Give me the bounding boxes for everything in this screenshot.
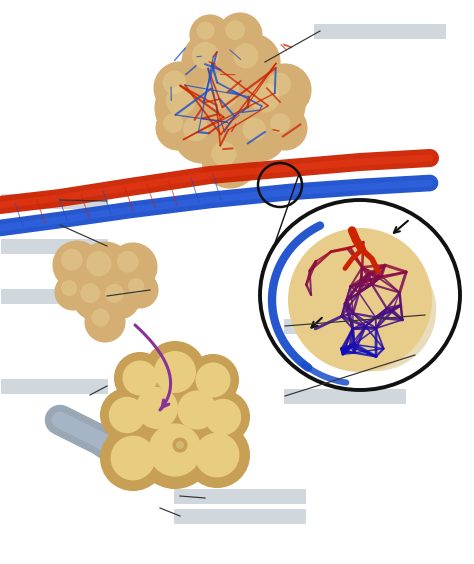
FancyBboxPatch shape (284, 319, 406, 334)
Circle shape (166, 86, 196, 116)
Circle shape (117, 251, 138, 272)
Circle shape (86, 251, 111, 276)
Circle shape (233, 43, 258, 68)
Circle shape (288, 228, 432, 372)
Circle shape (250, 83, 280, 113)
Circle shape (156, 106, 200, 150)
Circle shape (105, 284, 124, 303)
Circle shape (80, 283, 100, 303)
FancyBboxPatch shape (314, 24, 446, 39)
Circle shape (163, 113, 183, 133)
Circle shape (203, 73, 239, 109)
Circle shape (197, 21, 215, 39)
Circle shape (155, 75, 221, 141)
Circle shape (218, 13, 262, 57)
Circle shape (173, 438, 187, 452)
Circle shape (190, 15, 230, 55)
Circle shape (190, 60, 270, 140)
Circle shape (202, 132, 258, 188)
Circle shape (128, 278, 144, 294)
Circle shape (185, 423, 249, 487)
Circle shape (243, 117, 266, 141)
Circle shape (127, 378, 187, 438)
Circle shape (211, 141, 237, 166)
Circle shape (137, 412, 213, 488)
Circle shape (73, 276, 117, 320)
FancyBboxPatch shape (174, 489, 306, 504)
FancyBboxPatch shape (1, 379, 108, 394)
FancyBboxPatch shape (1, 239, 108, 254)
Circle shape (122, 272, 158, 308)
Circle shape (188, 355, 238, 405)
Circle shape (263, 106, 307, 150)
Circle shape (110, 435, 155, 481)
Circle shape (136, 387, 178, 429)
Circle shape (145, 342, 205, 402)
Circle shape (53, 241, 101, 289)
Circle shape (192, 42, 219, 69)
Circle shape (101, 389, 153, 441)
Circle shape (154, 351, 196, 393)
Circle shape (174, 107, 230, 163)
Circle shape (101, 426, 165, 490)
Circle shape (224, 34, 280, 90)
FancyBboxPatch shape (1, 289, 108, 304)
Circle shape (98, 277, 140, 319)
Circle shape (259, 64, 311, 116)
Circle shape (205, 399, 241, 435)
Circle shape (122, 360, 157, 395)
FancyBboxPatch shape (1, 194, 108, 209)
Circle shape (148, 424, 201, 477)
Circle shape (182, 32, 242, 92)
Circle shape (163, 70, 186, 94)
Circle shape (61, 280, 77, 296)
Circle shape (177, 390, 217, 430)
Circle shape (239, 72, 305, 138)
Circle shape (195, 363, 230, 398)
Circle shape (154, 62, 206, 114)
Circle shape (234, 109, 286, 161)
Circle shape (55, 274, 91, 310)
Circle shape (85, 302, 125, 342)
Circle shape (314, 249, 436, 371)
Circle shape (183, 116, 209, 142)
Circle shape (195, 433, 239, 477)
Circle shape (197, 391, 249, 443)
Circle shape (61, 249, 82, 271)
Circle shape (91, 309, 109, 327)
FancyBboxPatch shape (174, 509, 306, 524)
Circle shape (225, 20, 245, 40)
Circle shape (109, 243, 157, 291)
Circle shape (115, 353, 165, 403)
FancyBboxPatch shape (284, 389, 406, 404)
Circle shape (169, 382, 225, 438)
Circle shape (109, 397, 145, 433)
Circle shape (176, 441, 184, 449)
Circle shape (270, 113, 290, 133)
Circle shape (268, 73, 291, 96)
Circle shape (77, 242, 133, 298)
